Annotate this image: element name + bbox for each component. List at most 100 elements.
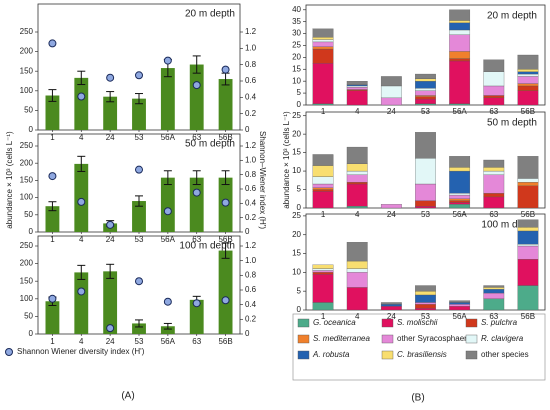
y2-tick-label: 1.2: [245, 141, 257, 150]
legend-swatch: [465, 334, 478, 344]
bar-segment: [483, 159, 505, 168]
x-tick-label: 63: [489, 312, 498, 321]
x-tick-label: 56A: [161, 133, 176, 142]
bar: [103, 96, 118, 130]
x-tick-label: 63: [192, 133, 201, 142]
x-tick-label: 1: [50, 337, 55, 346]
bar-segment: [415, 96, 436, 100]
bar-segment: [312, 41, 334, 47]
bar-segment: [483, 287, 505, 290]
legend-label: Shannon Wiener diversity index (H'): [17, 347, 145, 356]
y2-tick-label: 0.4: [245, 300, 257, 309]
bar-segment: [346, 206, 368, 209]
bar-segment: [483, 59, 505, 72]
legend-label: S. mediterranea: [313, 334, 370, 343]
y-tick-label: 50: [24, 312, 33, 321]
bar-segment: [380, 97, 402, 106]
bar-segment: [415, 132, 436, 159]
diversity-dot: [221, 296, 230, 305]
y-tick-label: 100: [20, 193, 34, 202]
diversity-dot: [106, 220, 115, 229]
x-tick-label: 63: [192, 337, 201, 346]
diversity-dot: [48, 294, 57, 303]
bar-segment: [312, 176, 334, 185]
x-tick-label: 24: [387, 312, 396, 321]
legend-dot: [5, 348, 13, 356]
y-tick-label: 5: [297, 286, 302, 295]
bar-segment: [415, 78, 436, 82]
x-tick-label: 4: [79, 337, 84, 346]
diversity-dot: [163, 297, 172, 306]
panel-label: (B): [411, 393, 424, 404]
bar-segment: [380, 204, 402, 209]
panel-title: 50 m depth: [487, 118, 537, 129]
panel-title: 100 m depth: [481, 220, 537, 231]
bar: [132, 98, 146, 130]
bar-segment: [312, 63, 334, 104]
bar-segment: [415, 158, 436, 185]
x-tick-label: 4: [355, 210, 360, 219]
x-tick-label: 24: [106, 337, 115, 346]
bar-segment: [517, 54, 539, 70]
y2-tick-label: 0.6: [245, 184, 257, 193]
bar-segment: [449, 20, 471, 24]
y-tick-label: 0: [297, 203, 302, 212]
bar: [189, 177, 204, 232]
panel-title: 100 m depth: [179, 241, 235, 252]
bar: [218, 79, 233, 130]
y-tick-label: 0: [29, 125, 34, 134]
y-tick-label: 10: [292, 166, 301, 175]
bar-segment: [483, 71, 505, 87]
y2-tick-label: 0: [245, 125, 250, 134]
bar-segment: [415, 183, 436, 201]
panel-title: 20 m depth: [185, 9, 235, 20]
diversity-dot: [192, 299, 201, 308]
y2-tick-label: 0.8: [245, 170, 257, 179]
y-tick-label: 150: [20, 66, 34, 75]
x-tick-label: 1: [321, 210, 326, 219]
y2-tick-label: 1.0: [245, 256, 257, 265]
diversity-dot: [77, 287, 86, 296]
bar-segment: [517, 285, 539, 311]
y-tick-label: 150: [20, 176, 34, 185]
bar-segment: [312, 46, 334, 50]
bar-segment: [312, 48, 334, 64]
y-axis-label: abundance × 10³ (cells L⁻¹): [5, 131, 14, 229]
bar-segment: [449, 156, 471, 168]
bar-segment: [346, 163, 368, 172]
y-tick-label: 15: [292, 148, 301, 157]
diversity-dot: [48, 172, 57, 181]
y-tick-label: 0: [297, 100, 302, 109]
x-tick-label: 1: [50, 133, 55, 142]
bar: [103, 271, 118, 334]
x-tick-label: 53: [135, 337, 144, 346]
bar-segment: [380, 76, 402, 87]
x-tick-label: 56B: [521, 312, 535, 321]
bar-segment: [346, 146, 368, 164]
bar-segment: [449, 60, 471, 104]
x-tick-label: 53: [421, 312, 430, 321]
bar-segment: [380, 304, 402, 307]
legend-swatch: [381, 334, 394, 344]
bar-segment: [346, 272, 368, 288]
y-tick-label: 150: [20, 276, 34, 285]
bar-segment: [517, 76, 539, 84]
bar: [74, 77, 89, 130]
legend-label: C. brasiliensis: [397, 350, 447, 359]
bar-segment: [517, 178, 539, 183]
bar-segment: [415, 73, 436, 79]
y-tick-label: 50: [24, 210, 33, 219]
legend-swatch: [297, 334, 310, 344]
y-tick-label: 200: [20, 158, 34, 167]
bar-segment: [449, 204, 471, 209]
y-tick-label: 0: [29, 329, 34, 338]
y2-axis-label: Shannon–Wiener index (H'): [258, 131, 267, 229]
y2-tick-label: 1.2: [245, 241, 257, 250]
bar-segment: [312, 264, 334, 269]
bar-segment: [449, 22, 471, 31]
diversity-dot: [135, 71, 143, 80]
bar-segment: [312, 165, 334, 177]
bar-segment: [517, 69, 539, 72]
y-tick-label: 25: [292, 211, 301, 220]
bar-segment: [449, 58, 471, 62]
